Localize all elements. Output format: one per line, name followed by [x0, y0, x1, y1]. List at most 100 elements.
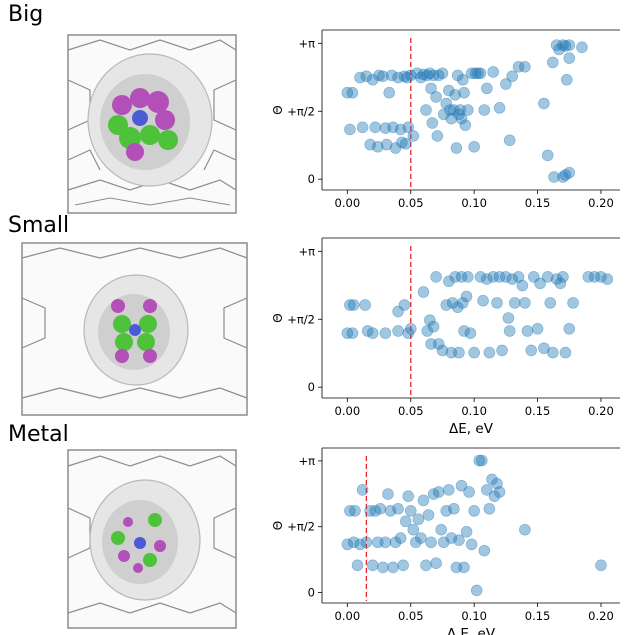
- data-point: [538, 342, 550, 355]
- data-point: [582, 271, 595, 283]
- x-tick-label: 0.20: [588, 196, 614, 210]
- data-point: [474, 271, 487, 283]
- data-point: [487, 66, 499, 78]
- data-point: [347, 299, 360, 311]
- data-point: [359, 299, 371, 311]
- data-point: [455, 271, 468, 283]
- data-point: [347, 536, 360, 549]
- data-point: [369, 121, 382, 134]
- data-point: [458, 325, 470, 337]
- data-point: [421, 69, 434, 82]
- data-point: [455, 479, 468, 492]
- data-point: [563, 323, 576, 335]
- data-point: [383, 86, 396, 99]
- data-point: [421, 325, 434, 337]
- x-tick-label: 0.15: [525, 404, 551, 418]
- data-point: [377, 561, 389, 574]
- data-point: [548, 171, 560, 183]
- molecule-atoms: [108, 88, 178, 161]
- x-tick-label: 0.10: [461, 404, 487, 418]
- data-point: [404, 69, 417, 82]
- data-point: [491, 477, 503, 490]
- data-point: [425, 338, 437, 350]
- data-point: [601, 273, 614, 285]
- data-point: [453, 108, 465, 121]
- data-point: [436, 67, 449, 80]
- data-point: [354, 71, 366, 84]
- data-point: [402, 121, 415, 134]
- y-tick-label: +π/2: [287, 312, 315, 326]
- data-point: [402, 490, 415, 502]
- data-point: [449, 271, 461, 283]
- data-point: [546, 346, 559, 359]
- x-tick-label: 0.10: [461, 196, 487, 210]
- data-point: [559, 169, 572, 181]
- y-tick-label: +π: [298, 244, 315, 258]
- data-point: [404, 505, 417, 517]
- data-point: [420, 104, 432, 116]
- data-point: [477, 294, 489, 307]
- x-tick-label: 0.20: [588, 404, 614, 418]
- data-point: [346, 86, 359, 99]
- data-point: [544, 297, 557, 309]
- data-point: [519, 60, 531, 73]
- data-point: [341, 86, 354, 99]
- data-point: [448, 502, 460, 515]
- data-point: [541, 149, 554, 162]
- data-point: [344, 123, 356, 136]
- data-point: [563, 166, 576, 179]
- data-point: [349, 505, 361, 517]
- data-point: [559, 346, 572, 359]
- data-point: [382, 488, 394, 500]
- data-point: [451, 301, 464, 313]
- data-point: [366, 73, 379, 86]
- data-point: [426, 117, 439, 129]
- data-point: [412, 513, 425, 526]
- data-point: [468, 140, 480, 153]
- scatter-chart-big: 0.00 0.05 0.10 0.15 0.20 0 +π/2 +π Θ: [271, 29, 620, 210]
- data-point: [430, 557, 442, 570]
- data-point: [493, 271, 506, 283]
- x-tick-label: 0.00: [335, 404, 361, 418]
- data-point: [341, 327, 354, 339]
- data-point: [502, 312, 515, 324]
- data-point: [450, 561, 463, 574]
- data-point: [384, 505, 397, 517]
- molecule-atoms: [111, 513, 166, 573]
- data-point: [356, 484, 369, 496]
- data-point: [360, 70, 373, 83]
- data-point: [407, 130, 420, 142]
- data-point: [443, 84, 455, 97]
- data-point: [344, 505, 356, 517]
- x-axis-label: Δ E, eV: [447, 626, 496, 635]
- data-point: [356, 121, 369, 134]
- molecule-image-small: [21, 242, 248, 416]
- data-point: [468, 346, 480, 359]
- data-point: [531, 323, 544, 335]
- data-point: [454, 104, 467, 116]
- data-point: [427, 488, 440, 500]
- data-point: [470, 584, 483, 597]
- data-point: [389, 536, 402, 549]
- data-point: [410, 536, 422, 549]
- data-point: [425, 82, 437, 95]
- data-point: [465, 538, 478, 551]
- data-point: [453, 346, 465, 359]
- scatter-chart-small: 0.00 0.05 0.10 0.15 0.20 0 +π/2 +π Θ ΔE, eV: [271, 237, 620, 437]
- data-point: [380, 138, 393, 151]
- data-point: [417, 68, 430, 81]
- data-point: [456, 297, 469, 309]
- x-tick-label: 0.05: [398, 609, 424, 623]
- data-point: [437, 108, 450, 121]
- data-point: [379, 122, 392, 134]
- data-point: [432, 338, 445, 350]
- y-axis-label: Θ: [271, 313, 285, 322]
- data-point: [387, 121, 399, 134]
- data-point: [487, 271, 499, 283]
- data-point: [423, 314, 436, 326]
- y-tick-label: 0: [308, 172, 315, 186]
- data-point: [493, 102, 506, 114]
- data-point: [450, 142, 463, 154]
- data-point: [411, 67, 423, 80]
- data-point: [379, 327, 392, 339]
